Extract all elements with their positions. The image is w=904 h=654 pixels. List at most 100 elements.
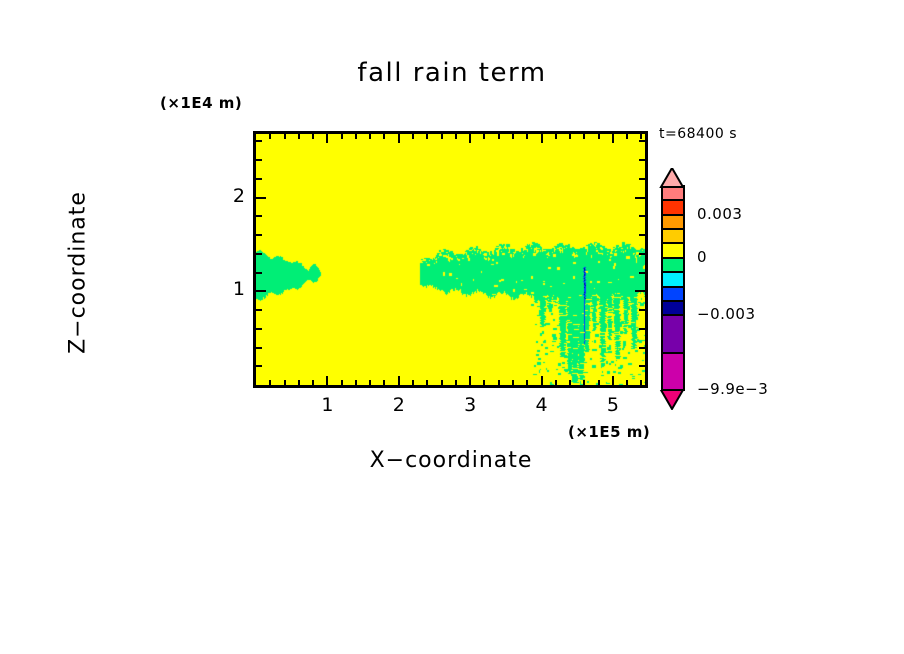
x-tick-minor — [569, 380, 572, 385]
x-tick-label: 2 — [392, 394, 405, 416]
x-tick-major-top — [469, 134, 472, 143]
x-tick-minor — [526, 380, 529, 385]
colorbar-band-salmon — [661, 186, 685, 201]
x-tick-minor — [283, 380, 286, 385]
x-tick-minor — [354, 380, 357, 385]
colorbar-band-amber — [661, 229, 685, 244]
colorbar-tick-label: 0.003 — [697, 204, 743, 223]
x-axis-title: X−coordinate — [369, 448, 533, 473]
y-tick-minor — [256, 327, 262, 330]
y-tick-minor — [256, 140, 262, 143]
colorbar-separator — [661, 299, 685, 302]
x-tick-minor-top — [497, 134, 500, 139]
colorbar-separator — [661, 271, 685, 274]
y-tick-major-right — [635, 290, 645, 293]
x-tick-minor — [269, 380, 272, 385]
colorbar-separator — [661, 314, 685, 317]
x-tick-minor-top — [283, 134, 286, 139]
x-tick-minor-top — [426, 134, 429, 139]
x-tick-minor-top — [312, 134, 315, 139]
colorbar-separator — [661, 199, 685, 202]
colorbar-band-cyan — [661, 272, 685, 287]
y-tick-minor — [256, 309, 262, 312]
colorbar-tick-label: 0 — [697, 247, 708, 266]
x-tick-major-top — [611, 134, 614, 143]
y-tick-minor — [256, 365, 262, 368]
y-axis-unit-label: (×1E4 m) — [160, 94, 243, 112]
x-tick-minor-top — [640, 134, 643, 139]
x-tick-major-top — [326, 134, 329, 143]
colorbar-tick-label: −9.9e−3 — [697, 380, 769, 398]
y-tick-minor-right — [639, 177, 645, 180]
colorbar-band-yellow — [661, 243, 685, 258]
x-tick-minor — [511, 380, 514, 385]
x-tick-minor — [583, 380, 586, 385]
x-tick-minor-top — [412, 134, 415, 139]
y-axis-title: Z−coordinate — [65, 191, 91, 354]
x-tick-minor-top — [440, 134, 443, 139]
x-tick-minor — [340, 380, 343, 385]
page-title: fall rain term — [357, 58, 547, 88]
y-tick-minor — [256, 271, 262, 274]
x-tick-minor — [454, 380, 457, 385]
y-tick-major-right — [635, 196, 645, 199]
y-tick-minor-right — [639, 346, 645, 349]
x-tick-minor — [640, 380, 643, 385]
x-tick-label: 4 — [535, 394, 548, 416]
x-tick-minor — [312, 380, 315, 385]
colorbar-band-red-orange — [661, 200, 685, 215]
x-tick-major — [326, 376, 329, 385]
y-tick-minor-right — [639, 215, 645, 218]
colorbar-band-green — [661, 257, 685, 273]
colorbar-band-blue — [661, 286, 685, 301]
colorbar-band-purple — [661, 315, 685, 353]
x-tick-minor-top — [454, 134, 457, 139]
x-tick-major — [611, 376, 614, 385]
x-tick-minor — [626, 380, 629, 385]
x-tick-minor-top — [554, 134, 557, 139]
x-tick-label: 5 — [606, 394, 619, 416]
x-tick-minor-top — [526, 134, 529, 139]
colorbar-separator — [661, 242, 685, 245]
colorbar-arrow-top — [659, 168, 685, 188]
y-tick-minor-right — [639, 252, 645, 255]
y-tick-minor — [256, 177, 262, 180]
colorbar — [659, 168, 685, 410]
colorbar-separator — [661, 351, 685, 354]
contour-field — [256, 134, 645, 385]
x-tick-minor — [383, 380, 386, 385]
x-tick-minor — [369, 380, 372, 385]
y-tick-minor — [256, 234, 262, 237]
y-tick-major — [256, 290, 266, 293]
x-tick-minor — [412, 380, 415, 385]
y-tick-minor-right — [639, 327, 645, 330]
y-tick-minor — [256, 159, 262, 162]
x-tick-minor-top — [511, 134, 514, 139]
colorbar-separator — [661, 285, 685, 288]
x-tick-major-top — [540, 134, 543, 143]
y-tick-minor — [256, 252, 262, 255]
plot-area — [253, 131, 648, 388]
x-tick-minor-top — [340, 134, 343, 139]
x-tick-minor-top — [369, 134, 372, 139]
x-tick-minor — [440, 380, 443, 385]
x-tick-minor-top — [483, 134, 486, 139]
y-tick-minor — [256, 346, 262, 349]
y-tick-minor-right — [639, 140, 645, 143]
x-tick-major — [540, 376, 543, 385]
y-tick-minor-right — [639, 159, 645, 162]
x-tick-major — [469, 376, 472, 385]
x-tick-minor — [297, 380, 300, 385]
x-tick-label: 1 — [321, 394, 334, 416]
y-tick-minor-right — [639, 365, 645, 368]
x-tick-minor — [597, 380, 600, 385]
x-tick-minor-top — [583, 134, 586, 139]
colorbar-band-orange — [661, 214, 685, 230]
colorbar-band-magenta — [661, 352, 685, 390]
x-tick-label: 3 — [464, 394, 477, 416]
y-tick-minor — [256, 215, 262, 218]
x-tick-minor — [483, 380, 486, 385]
x-tick-minor-top — [569, 134, 572, 139]
x-tick-minor — [497, 380, 500, 385]
y-tick-label: 1 — [232, 278, 245, 301]
